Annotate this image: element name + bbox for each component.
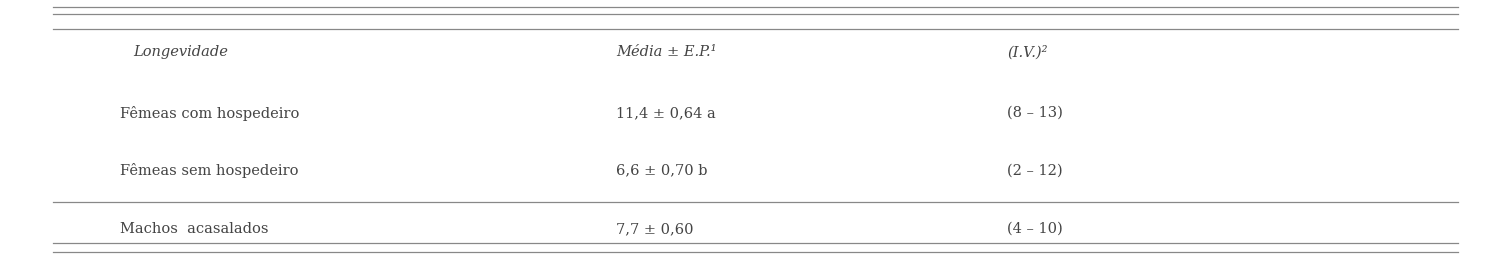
Text: Média ± E.P.¹: Média ± E.P.¹ (616, 45, 717, 59)
Text: (4 – 10): (4 – 10) (1007, 222, 1063, 236)
Text: Machos  acasalados: Machos acasalados (120, 222, 269, 236)
Text: (8 – 13): (8 – 13) (1007, 106, 1063, 120)
Text: Fêmeas sem hospedeiro: Fêmeas sem hospedeiro (120, 163, 299, 178)
Text: Longevidade: Longevidade (132, 45, 228, 59)
Text: 6,6 ± 0,70 b: 6,6 ± 0,70 b (616, 163, 708, 177)
Text: (I.V.)²: (I.V.)² (1007, 45, 1048, 59)
Text: Fêmeas com hospedeiro: Fêmeas com hospedeiro (120, 106, 299, 121)
Text: (2 – 12): (2 – 12) (1007, 163, 1063, 177)
Text: 7,7 ± 0,60: 7,7 ± 0,60 (616, 222, 694, 236)
Text: 11,4 ± 0,64 a: 11,4 ± 0,64 a (616, 106, 715, 120)
